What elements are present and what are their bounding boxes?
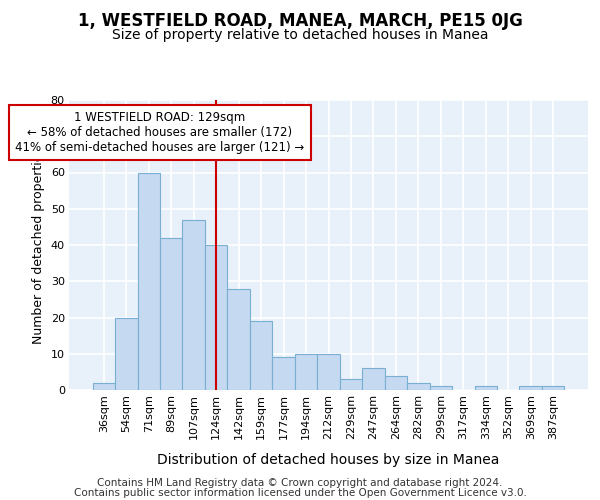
- Bar: [317, 354, 340, 390]
- Text: 1 WESTFIELD ROAD: 129sqm
← 58% of detached houses are smaller (172)
41% of semi-: 1 WESTFIELD ROAD: 129sqm ← 58% of detach…: [16, 111, 305, 154]
- Bar: [92, 383, 115, 390]
- Text: Contains public sector information licensed under the Open Government Licence v3: Contains public sector information licen…: [74, 488, 526, 498]
- Bar: [407, 383, 430, 390]
- Bar: [205, 245, 227, 390]
- Text: Contains HM Land Registry data © Crown copyright and database right 2024.: Contains HM Land Registry data © Crown c…: [97, 478, 503, 488]
- Bar: [362, 368, 385, 390]
- X-axis label: Distribution of detached houses by size in Manea: Distribution of detached houses by size …: [157, 453, 500, 467]
- Text: Size of property relative to detached houses in Manea: Size of property relative to detached ho…: [112, 28, 488, 42]
- Bar: [160, 238, 182, 390]
- Y-axis label: Number of detached properties: Number of detached properties: [32, 146, 45, 344]
- Bar: [340, 379, 362, 390]
- Bar: [250, 321, 272, 390]
- Bar: [182, 220, 205, 390]
- Bar: [430, 386, 452, 390]
- Bar: [272, 358, 295, 390]
- Bar: [137, 172, 160, 390]
- Bar: [542, 386, 565, 390]
- Bar: [295, 354, 317, 390]
- Text: 1, WESTFIELD ROAD, MANEA, MARCH, PE15 0JG: 1, WESTFIELD ROAD, MANEA, MARCH, PE15 0J…: [77, 12, 523, 30]
- Bar: [475, 386, 497, 390]
- Bar: [115, 318, 137, 390]
- Bar: [520, 386, 542, 390]
- Bar: [385, 376, 407, 390]
- Bar: [227, 288, 250, 390]
